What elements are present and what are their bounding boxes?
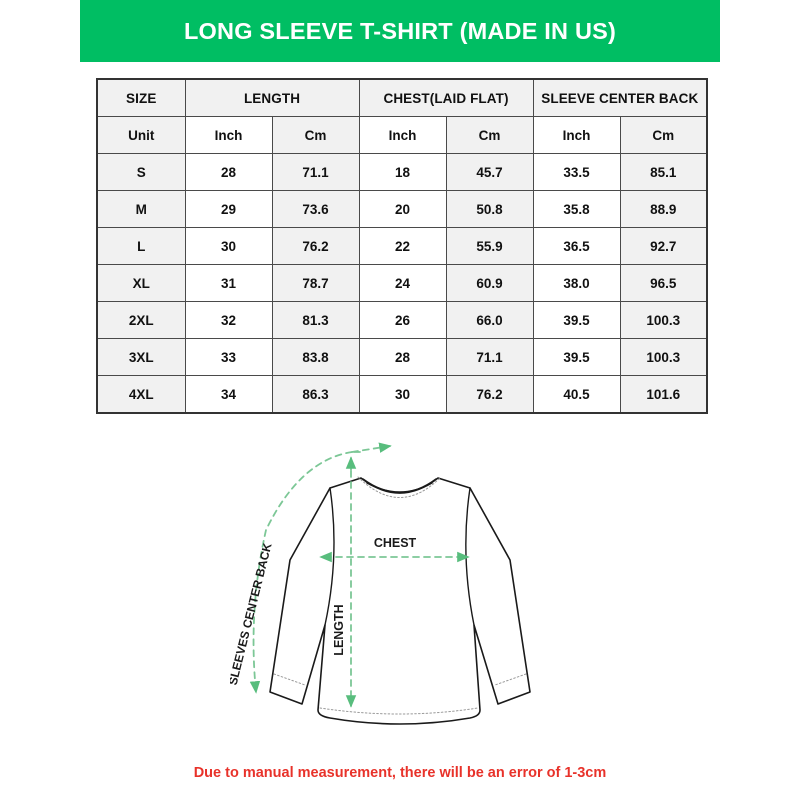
unit-sleeve-cm: Cm [619,116,708,154]
cell-chest-cm: 45.7 [445,153,534,191]
column-header-length: LENGTH [184,78,360,117]
cell-size: M [96,190,186,228]
table-row: M 29 73.6 20 50.8 35.8 88.9 [96,190,708,228]
sleeve-measure-guide [249,442,392,694]
cell-length-cm: 76.2 [271,227,360,265]
collar-icon [362,478,437,494]
cell-length-in: 33 [184,338,273,376]
table-row: 3XL 33 83.8 28 71.1 39.5 100.3 [96,338,708,376]
cell-sleeve-cm: 92.7 [619,227,708,265]
cell-chest-in: 28 [358,338,447,376]
cell-size: S [96,153,186,191]
cell-sleeve-in: 36.5 [532,227,621,265]
cell-length-in: 34 [184,375,273,414]
unit-sleeve-inch: Inch [532,116,621,154]
cell-size: L [96,227,186,265]
cell-length-in: 28 [184,153,273,191]
table-row: XL 31 78.7 24 60.9 38.0 96.5 [96,264,708,302]
size-chart-table-container: SIZE LENGTH CHEST(LAID FLAT) SLEEVE CENT… [96,78,709,414]
cell-size: XL [96,264,186,302]
cell-chest-in: 30 [358,375,447,414]
garment-diagram: CHEST LENGTH SLEEVES CENTER BACK [230,420,580,750]
cell-chest-in: 24 [358,264,447,302]
column-header-sleeve: SLEEVE CENTER BACK [532,78,708,117]
cell-size: 4XL [96,375,186,414]
cell-sleeve-cm: 100.3 [619,301,708,339]
cell-sleeve-cm: 85.1 [619,153,708,191]
length-label: LENGTH [332,604,346,655]
table-unit-header-row: Unit Inch Cm Inch Cm Inch Cm [96,116,708,154]
cell-sleeve-cm: 96.5 [619,264,708,302]
chest-label: CHEST [374,536,417,550]
cell-sleeve-in: 33.5 [532,153,621,191]
cell-sleeve-cm: 100.3 [619,338,708,376]
cell-length-cm: 78.7 [271,264,360,302]
cuff-icon [273,673,527,686]
unit-label: Unit [96,116,186,154]
cell-chest-cm: 55.9 [445,227,534,265]
cell-sleeve-in: 39.5 [532,301,621,339]
size-chart-table: SIZE LENGTH CHEST(LAID FLAT) SLEEVE CENT… [96,78,709,414]
cell-length-cm: 73.6 [271,190,360,228]
cell-chest-in: 20 [358,190,447,228]
cell-length-cm: 86.3 [271,375,360,414]
cell-sleeve-cm: 88.9 [619,190,708,228]
unit-length-inch: Inch [184,116,273,154]
cell-length-cm: 83.8 [271,338,360,376]
cell-length-cm: 81.3 [271,301,360,339]
cell-chest-cm: 50.8 [445,190,534,228]
page-title: LONG SLEEVE T-SHIRT (MADE IN US) [183,17,617,44]
cell-sleeve-cm: 101.6 [619,375,708,414]
table-row: S 28 71.1 18 45.7 33.5 85.1 [96,153,708,191]
column-header-size: SIZE [96,78,186,117]
table-row: 4XL 34 86.3 30 76.2 40.5 101.6 [96,375,708,414]
cell-chest-cm: 71.1 [445,338,534,376]
cell-sleeve-in: 35.8 [532,190,621,228]
cell-chest-in: 22 [358,227,447,265]
cell-sleeve-in: 38.0 [532,264,621,302]
cell-length-in: 29 [184,190,273,228]
cell-length-in: 31 [184,264,273,302]
cell-size: 2XL [96,301,186,339]
cell-length-in: 30 [184,227,273,265]
cell-sleeve-in: 40.5 [532,375,621,414]
collar-stitch-icon [357,476,442,498]
unit-chest-inch: Inch [358,116,447,154]
cell-chest-in: 18 [358,153,447,191]
sleeve-label: SLEEVES CENTER BACK [230,541,275,686]
title-banner: LONG SLEEVE T-SHIRT (MADE IN US) [80,0,720,62]
table-group-header-row: SIZE LENGTH CHEST(LAID FLAT) SLEEVE CENT… [96,78,708,117]
table-row: L 30 76.2 22 55.9 36.5 92.7 [96,227,708,265]
cell-sleeve-in: 39.5 [532,338,621,376]
cell-chest-cm: 76.2 [445,375,534,414]
tshirt-outline-icon [269,477,531,725]
unit-length-cm: Cm [271,116,360,154]
cell-length-in: 32 [184,301,273,339]
cell-chest-cm: 66.0 [445,301,534,339]
hem-stitch-icon [319,707,479,715]
measurement-disclaimer: Due to manual measurement, there will be… [193,765,607,781]
cell-chest-in: 26 [358,301,447,339]
table-row: 2XL 32 81.3 26 66.0 39.5 100.3 [96,301,708,339]
cell-length-cm: 71.1 [271,153,360,191]
cell-chest-cm: 60.9 [445,264,534,302]
column-header-chest: CHEST(LAID FLAT) [358,78,534,117]
cell-size: 3XL [96,338,186,376]
unit-chest-cm: Cm [445,116,534,154]
